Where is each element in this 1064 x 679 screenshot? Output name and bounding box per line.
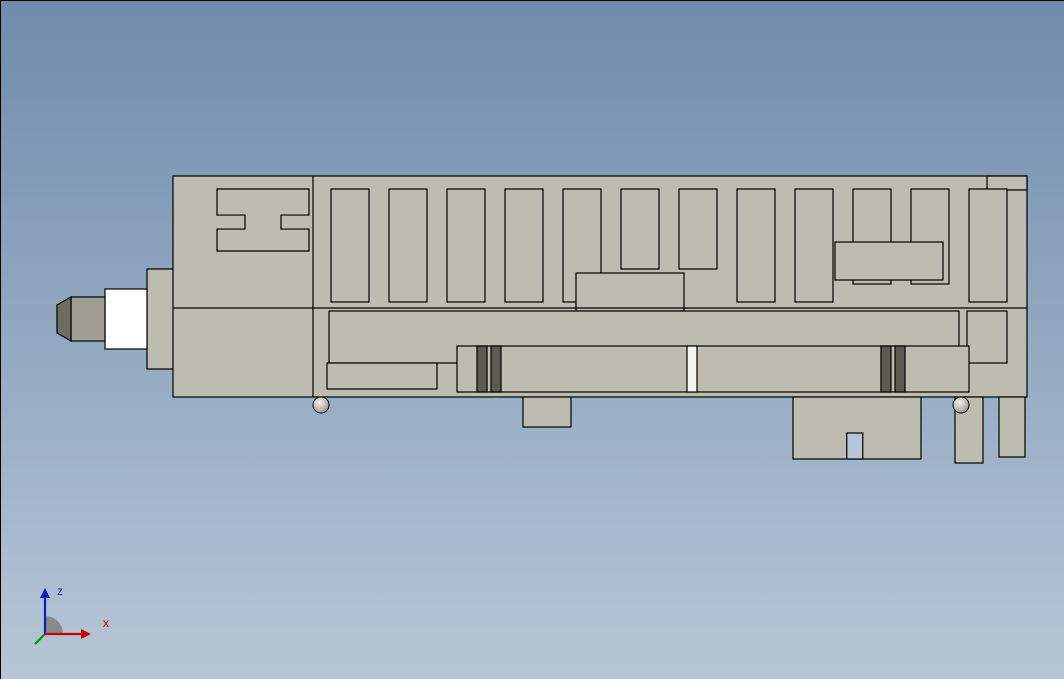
triad-z-arrowhead: [40, 588, 50, 598]
viewport-svg: [1, 1, 1064, 679]
orientation-triad[interactable]: z x: [27, 582, 97, 652]
cad-viewport[interactable]: z x: [0, 0, 1064, 679]
triad-y-axis: [35, 634, 45, 644]
triad-plane-sector: [45, 616, 63, 634]
triad-z-label: z: [57, 584, 63, 598]
triad-x-label: x: [103, 616, 109, 630]
triad-x-arrowhead: [81, 629, 91, 639]
